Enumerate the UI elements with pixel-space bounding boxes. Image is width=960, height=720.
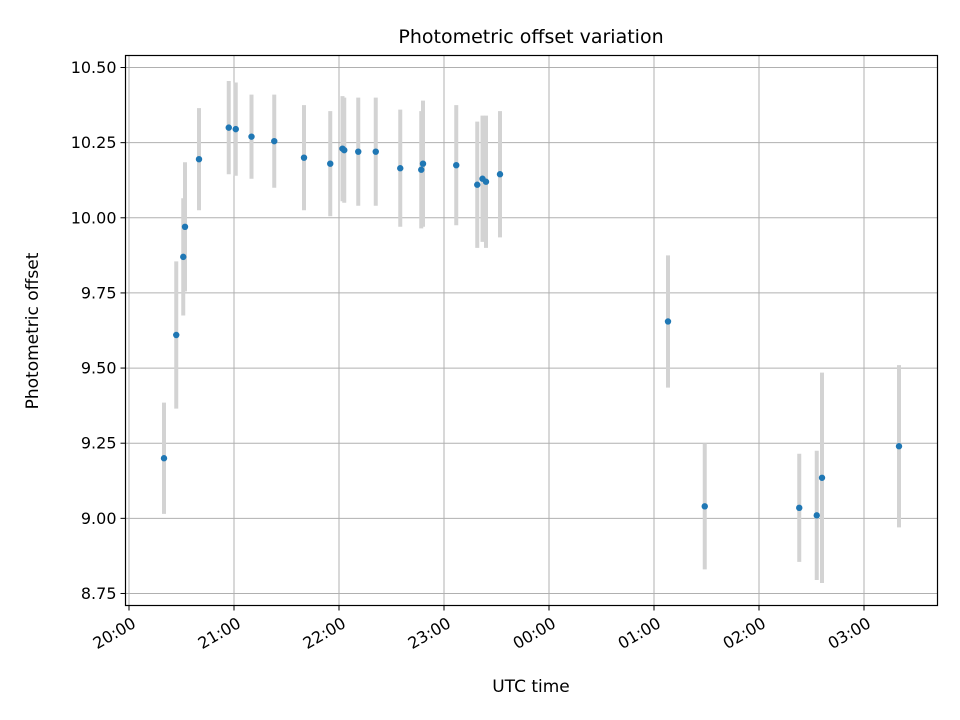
chart-title: Photometric offset variation [398,26,663,48]
data-point [181,223,189,231]
data-point [248,133,255,140]
y-tick-label: 9.50 [81,359,117,378]
marker-layer [160,124,903,519]
data-point [372,148,379,155]
data-point [796,504,803,512]
data-point [397,165,404,172]
y-tick-label: 8.75 [81,584,117,603]
y-axis-label: Photometric offset [23,252,43,409]
data-point [418,166,425,173]
data-point [419,160,427,167]
data-point [701,503,708,510]
data-point [482,178,490,185]
x-axis-label: UTC time [492,677,570,697]
data-point [453,161,460,169]
data-point [300,154,308,161]
y-axis: 8.75 9.00 9.25 9.50 9.75 10.00 10.25 10.50 [71,58,126,603]
y-tick-label: 10.25 [71,133,117,152]
plot-frame [124,54,939,607]
data-point [232,125,239,133]
data-point [818,474,826,481]
data-point [496,171,504,178]
data-point [341,146,348,154]
data-point [195,155,203,163]
y-tick-label: 10.00 [71,208,117,227]
y-tick-label: 9.00 [81,509,117,528]
y-tick-label: 9.75 [81,283,117,302]
data-point [271,137,278,145]
data-point [355,148,362,155]
data-point [474,181,481,188]
grid-layer [125,55,938,606]
y-tick-label: 9.25 [81,434,117,453]
data-point [225,124,232,131]
data-point [813,512,820,519]
data-point [664,318,672,325]
data-point [180,253,187,261]
data-point [895,443,903,450]
data-point [173,331,180,339]
data-point [327,160,334,167]
y-tick-label: 10.50 [71,58,117,77]
data-point [160,455,168,462]
